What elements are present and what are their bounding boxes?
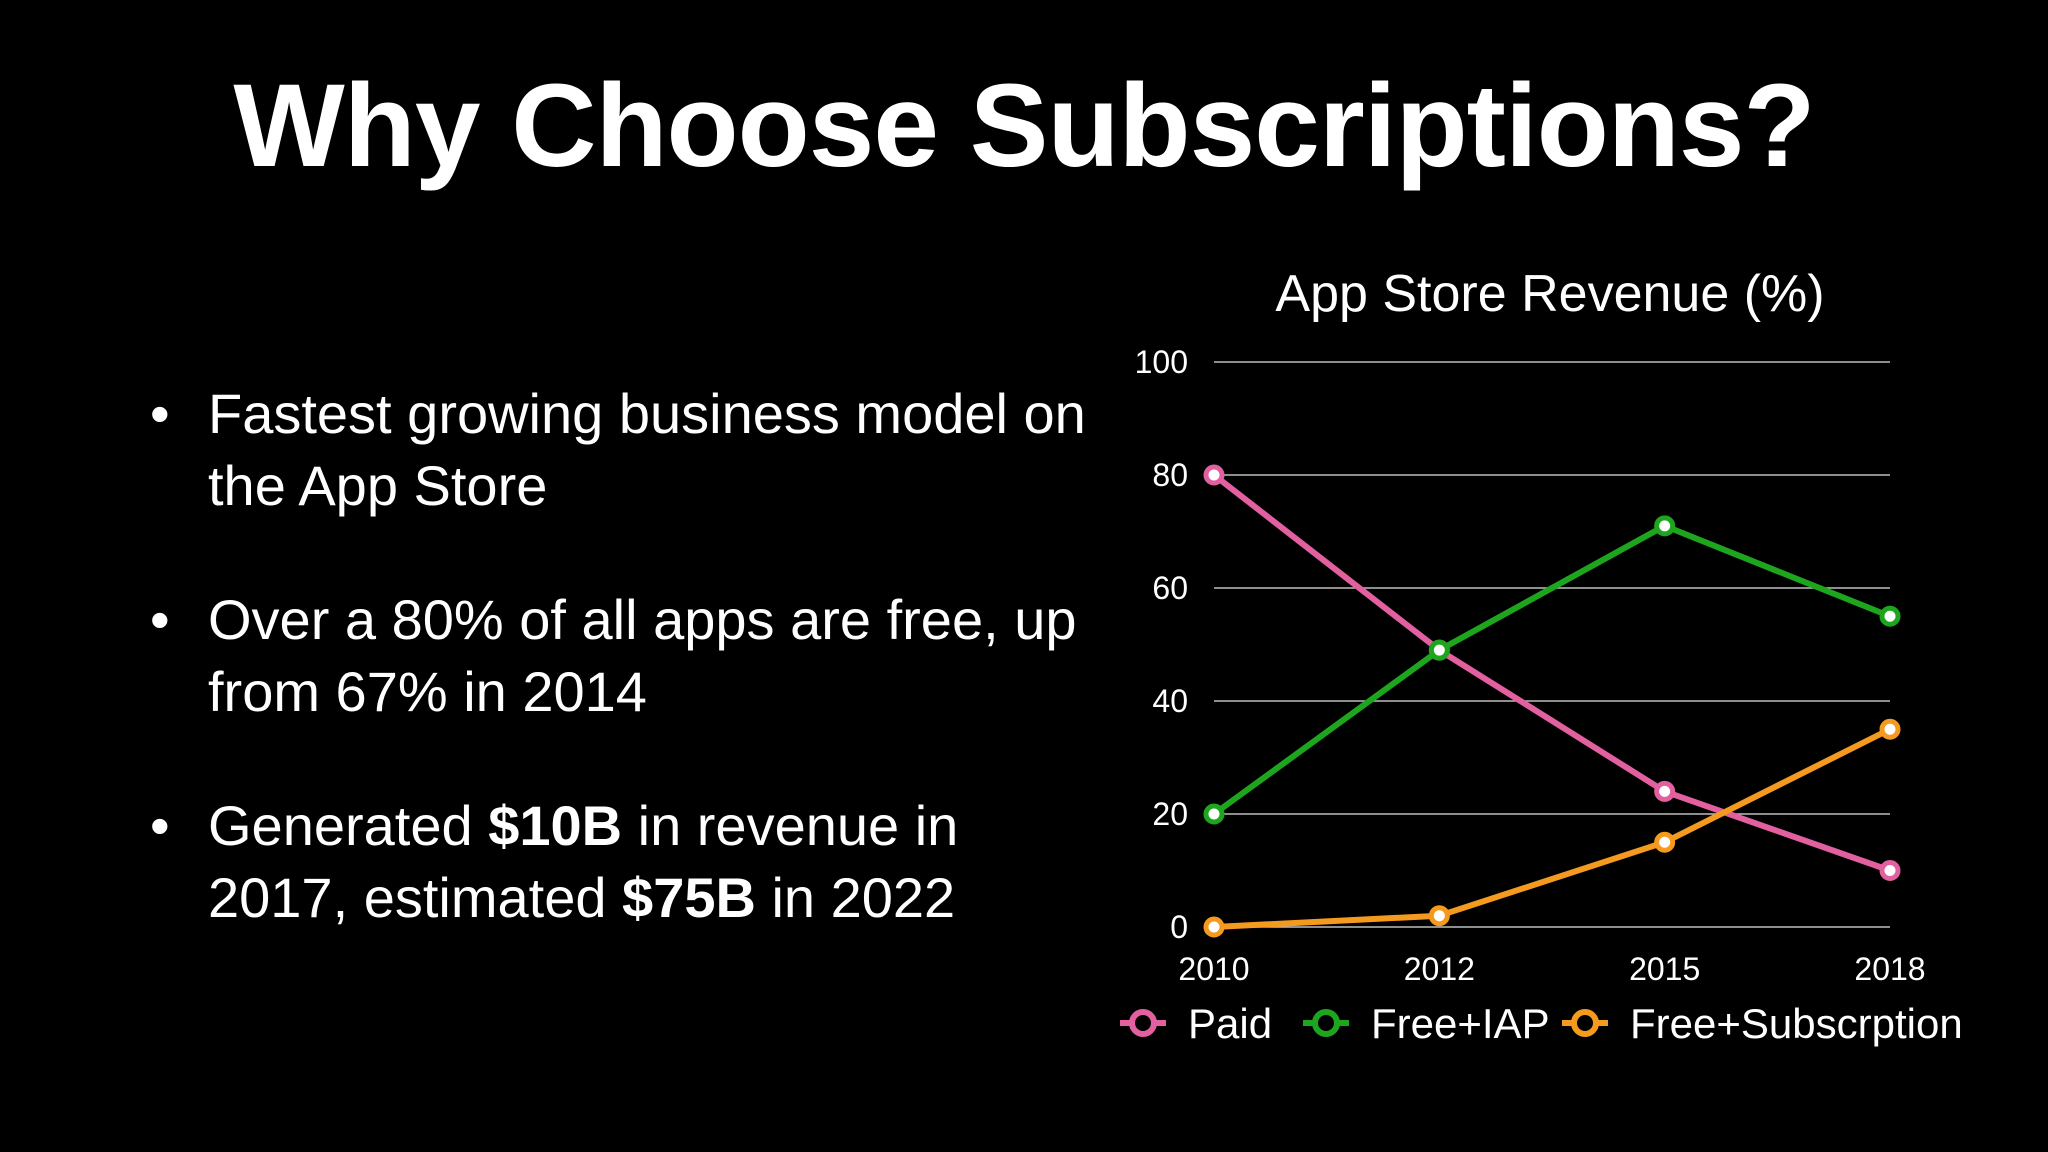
bullet-emphasis: $10B xyxy=(488,794,623,857)
x-tick-label: 2012 xyxy=(1404,951,1475,987)
data-point xyxy=(1428,639,1450,661)
bullet-text: in revenue in 2017, estimated xyxy=(208,794,959,929)
bullet-emphasis: $75B xyxy=(622,866,756,929)
data-point xyxy=(1203,803,1225,825)
bullet-dot-icon: • xyxy=(150,382,170,445)
bullet-item: • Over a 80% of all apps are free, up fro… xyxy=(150,584,1090,728)
y-tick-label: 40 xyxy=(1152,683,1188,719)
data-point xyxy=(1203,464,1225,486)
data-point xyxy=(1203,916,1225,938)
data-point xyxy=(1879,860,1901,881)
y-tick-label: 80 xyxy=(1152,457,1188,493)
legend-marker-icon xyxy=(1571,1009,1599,1037)
revenue-chart: App Store Revenue (%) 0 20 40 60 80 100 2010 20… xyxy=(1080,250,2020,1070)
chart-title: App Store Revenue (%) xyxy=(1275,265,1825,323)
bullet-dot-icon: • xyxy=(150,588,170,651)
bullet-item: • Generated $10B in revenue in 2017, esti… xyxy=(150,790,1090,934)
x-tick-label: 2015 xyxy=(1629,951,1700,987)
y-tick-label: 60 xyxy=(1152,570,1188,606)
y-tick-label: 100 xyxy=(1135,344,1188,380)
bullet-text: Generated xyxy=(208,794,489,857)
y-tick-label: 0 xyxy=(1170,909,1188,945)
bullet-text: in 2022 xyxy=(755,866,956,929)
bullet-list: • Fastest growing business model on the A… xyxy=(150,378,1090,996)
legend-marker-icon xyxy=(1129,1009,1157,1037)
bullet-dot-icon: • xyxy=(150,794,170,857)
data-point xyxy=(1879,605,1901,627)
series-line-free-subscrption xyxy=(1213,726,1892,930)
series-line-free-iap xyxy=(1212,522,1892,817)
slide-title: Why Choose Subscriptions? xyxy=(233,60,1815,192)
legend-label: Free+Subscrption xyxy=(1630,1000,1963,1047)
data-point xyxy=(1654,780,1676,802)
series-line-paid xyxy=(1212,472,1891,874)
bullet-item: • Fastest growing business model on the A… xyxy=(150,378,1090,522)
bullet-text: Over a 80% of all apps are free, up from… xyxy=(208,588,1077,723)
bullet-text: Fastest growing business model on the Ap… xyxy=(208,382,1086,517)
data-point xyxy=(1428,905,1450,927)
chart-canvas: 0 20 40 60 80 100 2010 2012 2015 2018 Paid Free+IAP… xyxy=(1120,344,1963,1047)
data-point xyxy=(1879,718,1901,740)
y-tick-label: 20 xyxy=(1152,796,1188,832)
legend-label: Free+IAP xyxy=(1371,1000,1550,1047)
x-tick-label: 2010 xyxy=(1178,951,1249,987)
data-point xyxy=(1654,515,1676,537)
data-point xyxy=(1654,831,1676,853)
x-tick-label: 2018 xyxy=(1854,951,1925,987)
legend-marker-icon xyxy=(1312,1009,1340,1037)
legend-label: Paid xyxy=(1188,1000,1272,1047)
